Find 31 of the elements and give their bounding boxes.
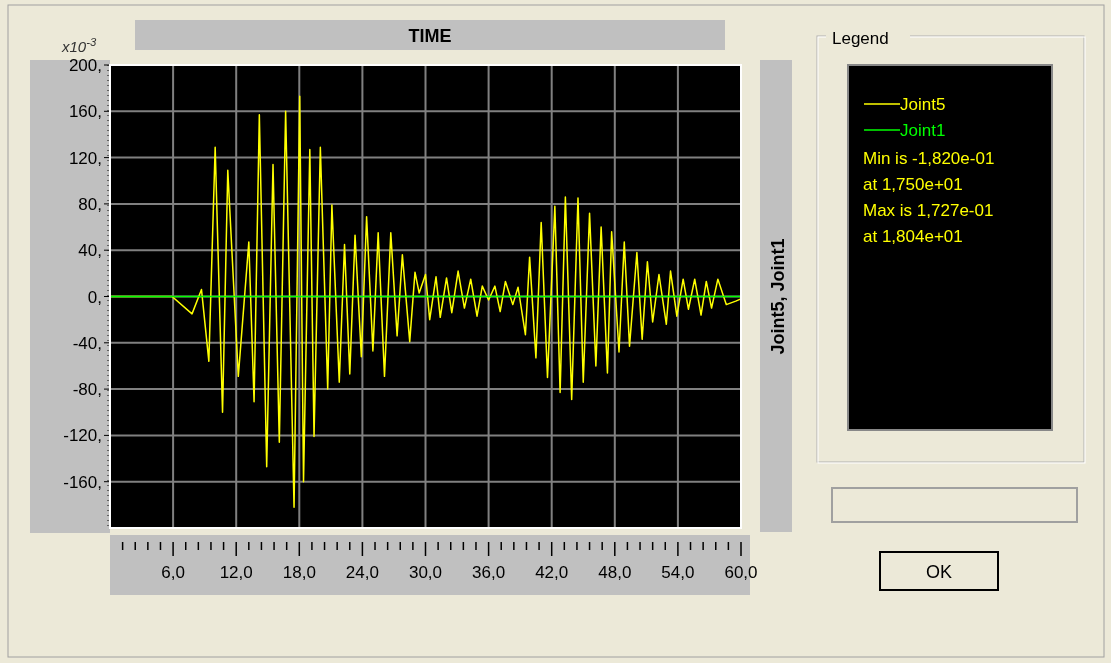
x-tick-label: 36,0 xyxy=(472,563,506,582)
x-tick-label: 30,0 xyxy=(408,563,443,582)
y-tick-label: 200, xyxy=(68,56,102,75)
y-tick-label: 80, xyxy=(78,194,102,214)
x-tick-label: 24,0 xyxy=(345,563,379,582)
y-tick-label: -80, xyxy=(72,380,102,400)
y-axis-title: Joint5, Joint1 xyxy=(768,238,788,355)
x-tick-label: 18,0 xyxy=(282,563,316,582)
y-tick-label: 40, xyxy=(78,241,102,261)
y-tick-label: 120, xyxy=(68,148,102,168)
text: x10$^{-3}$ xyxy=(61,36,97,55)
x-axis-title: TIME xyxy=(408,26,452,46)
x-tick-label: 60,0 xyxy=(724,563,758,582)
text: Min is -1,820e-01 xyxy=(863,149,995,168)
text: at 1,804e+01 xyxy=(863,227,963,246)
x-tick-label: 42,0 xyxy=(535,563,569,582)
y-tick-label: 0, xyxy=(87,287,102,307)
x-tick-label: 54,0 xyxy=(661,563,695,582)
x-tick-label: 48,0 xyxy=(598,563,632,582)
text: Max is 1,727e-01 xyxy=(863,201,994,220)
legend-label: Joint1 xyxy=(900,121,946,140)
y-tick-label: -120, xyxy=(63,426,102,446)
x-tick-label: 6,0 xyxy=(161,563,185,582)
x-tick-label: 12,0 xyxy=(219,563,253,582)
y-tick-label: -160, xyxy=(63,472,102,492)
legend-title: Legend xyxy=(832,29,889,48)
y-tick-label: -40, xyxy=(72,333,102,353)
y-tick-label: 160, xyxy=(68,102,102,122)
text: at 1,750e+01 xyxy=(863,175,963,194)
legend-label: Joint5 xyxy=(900,95,946,114)
ok-button: OK xyxy=(879,551,999,591)
